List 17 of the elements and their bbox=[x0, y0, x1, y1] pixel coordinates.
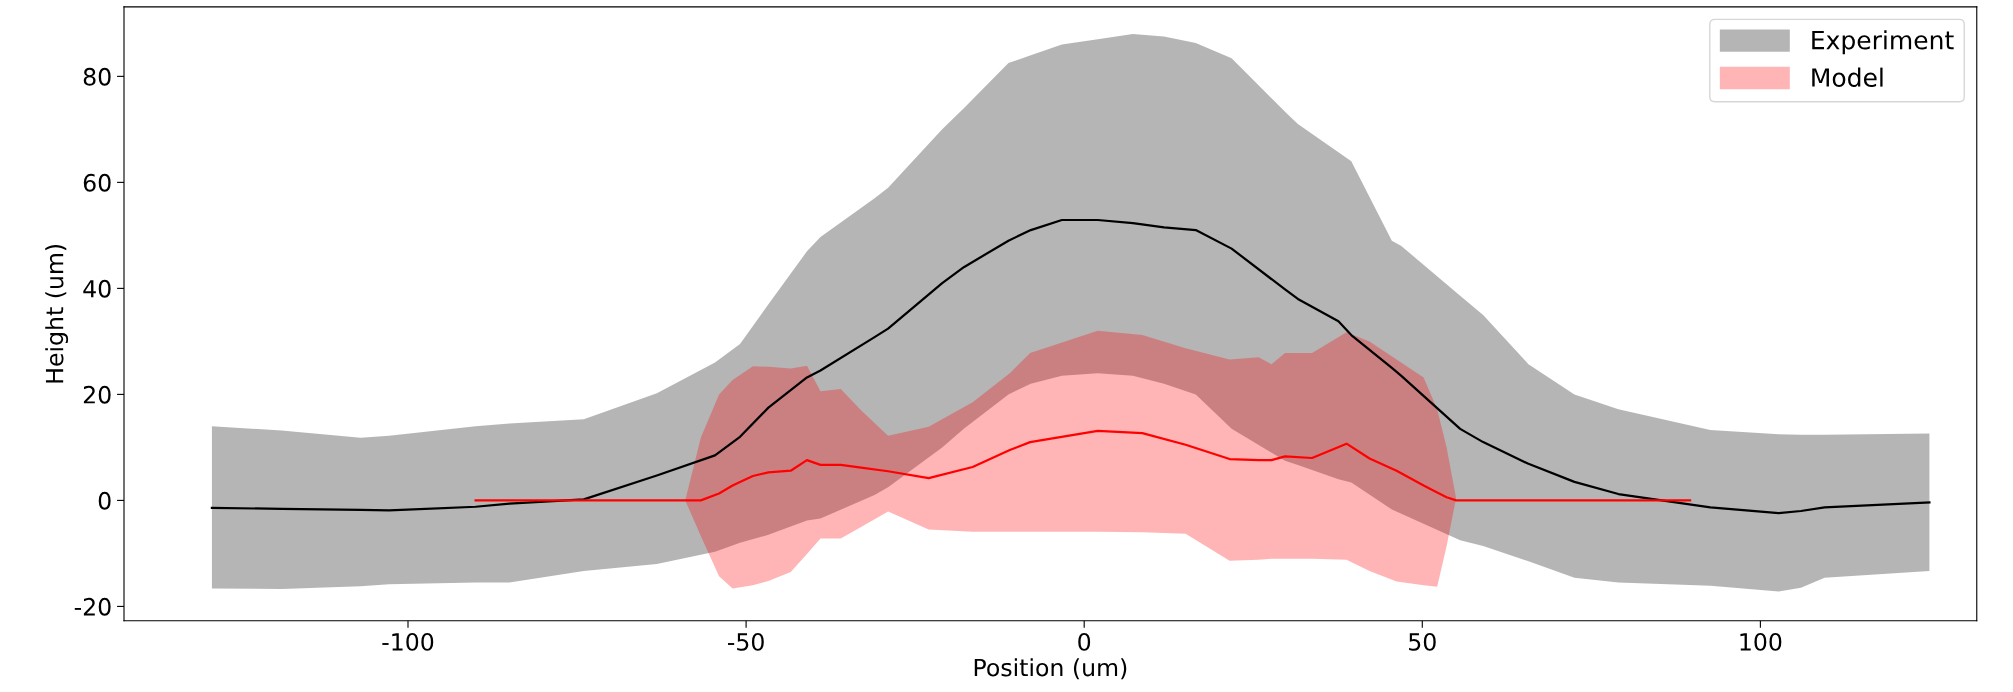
x-tick-label: 100 bbox=[1740, 632, 1782, 651]
x-tick-label: 0 bbox=[1078, 632, 1091, 651]
y-tick-label: 0 bbox=[98, 491, 111, 510]
y-tick-label: 20 bbox=[83, 385, 111, 404]
y-tick-label: 40 bbox=[83, 279, 111, 298]
line-series bbox=[210, 218, 1931, 515]
x-tick-label: -100 bbox=[382, 632, 434, 651]
y-tick-label: -20 bbox=[74, 597, 111, 616]
y-tick-label: 60 bbox=[83, 173, 111, 192]
x-axis-title: Position (um) bbox=[974, 658, 1127, 680]
line-series bbox=[474, 429, 1692, 502]
x-tick-label: -50 bbox=[727, 632, 764, 651]
x-tick-label: 50 bbox=[1409, 632, 1436, 651]
y-axis-title: Height (um) bbox=[45, 244, 69, 383]
legend-label: Experiment bbox=[1812, 30, 1954, 55]
legend-label: Model bbox=[1812, 67, 1883, 87]
y-tick-label: 80 bbox=[83, 67, 111, 86]
